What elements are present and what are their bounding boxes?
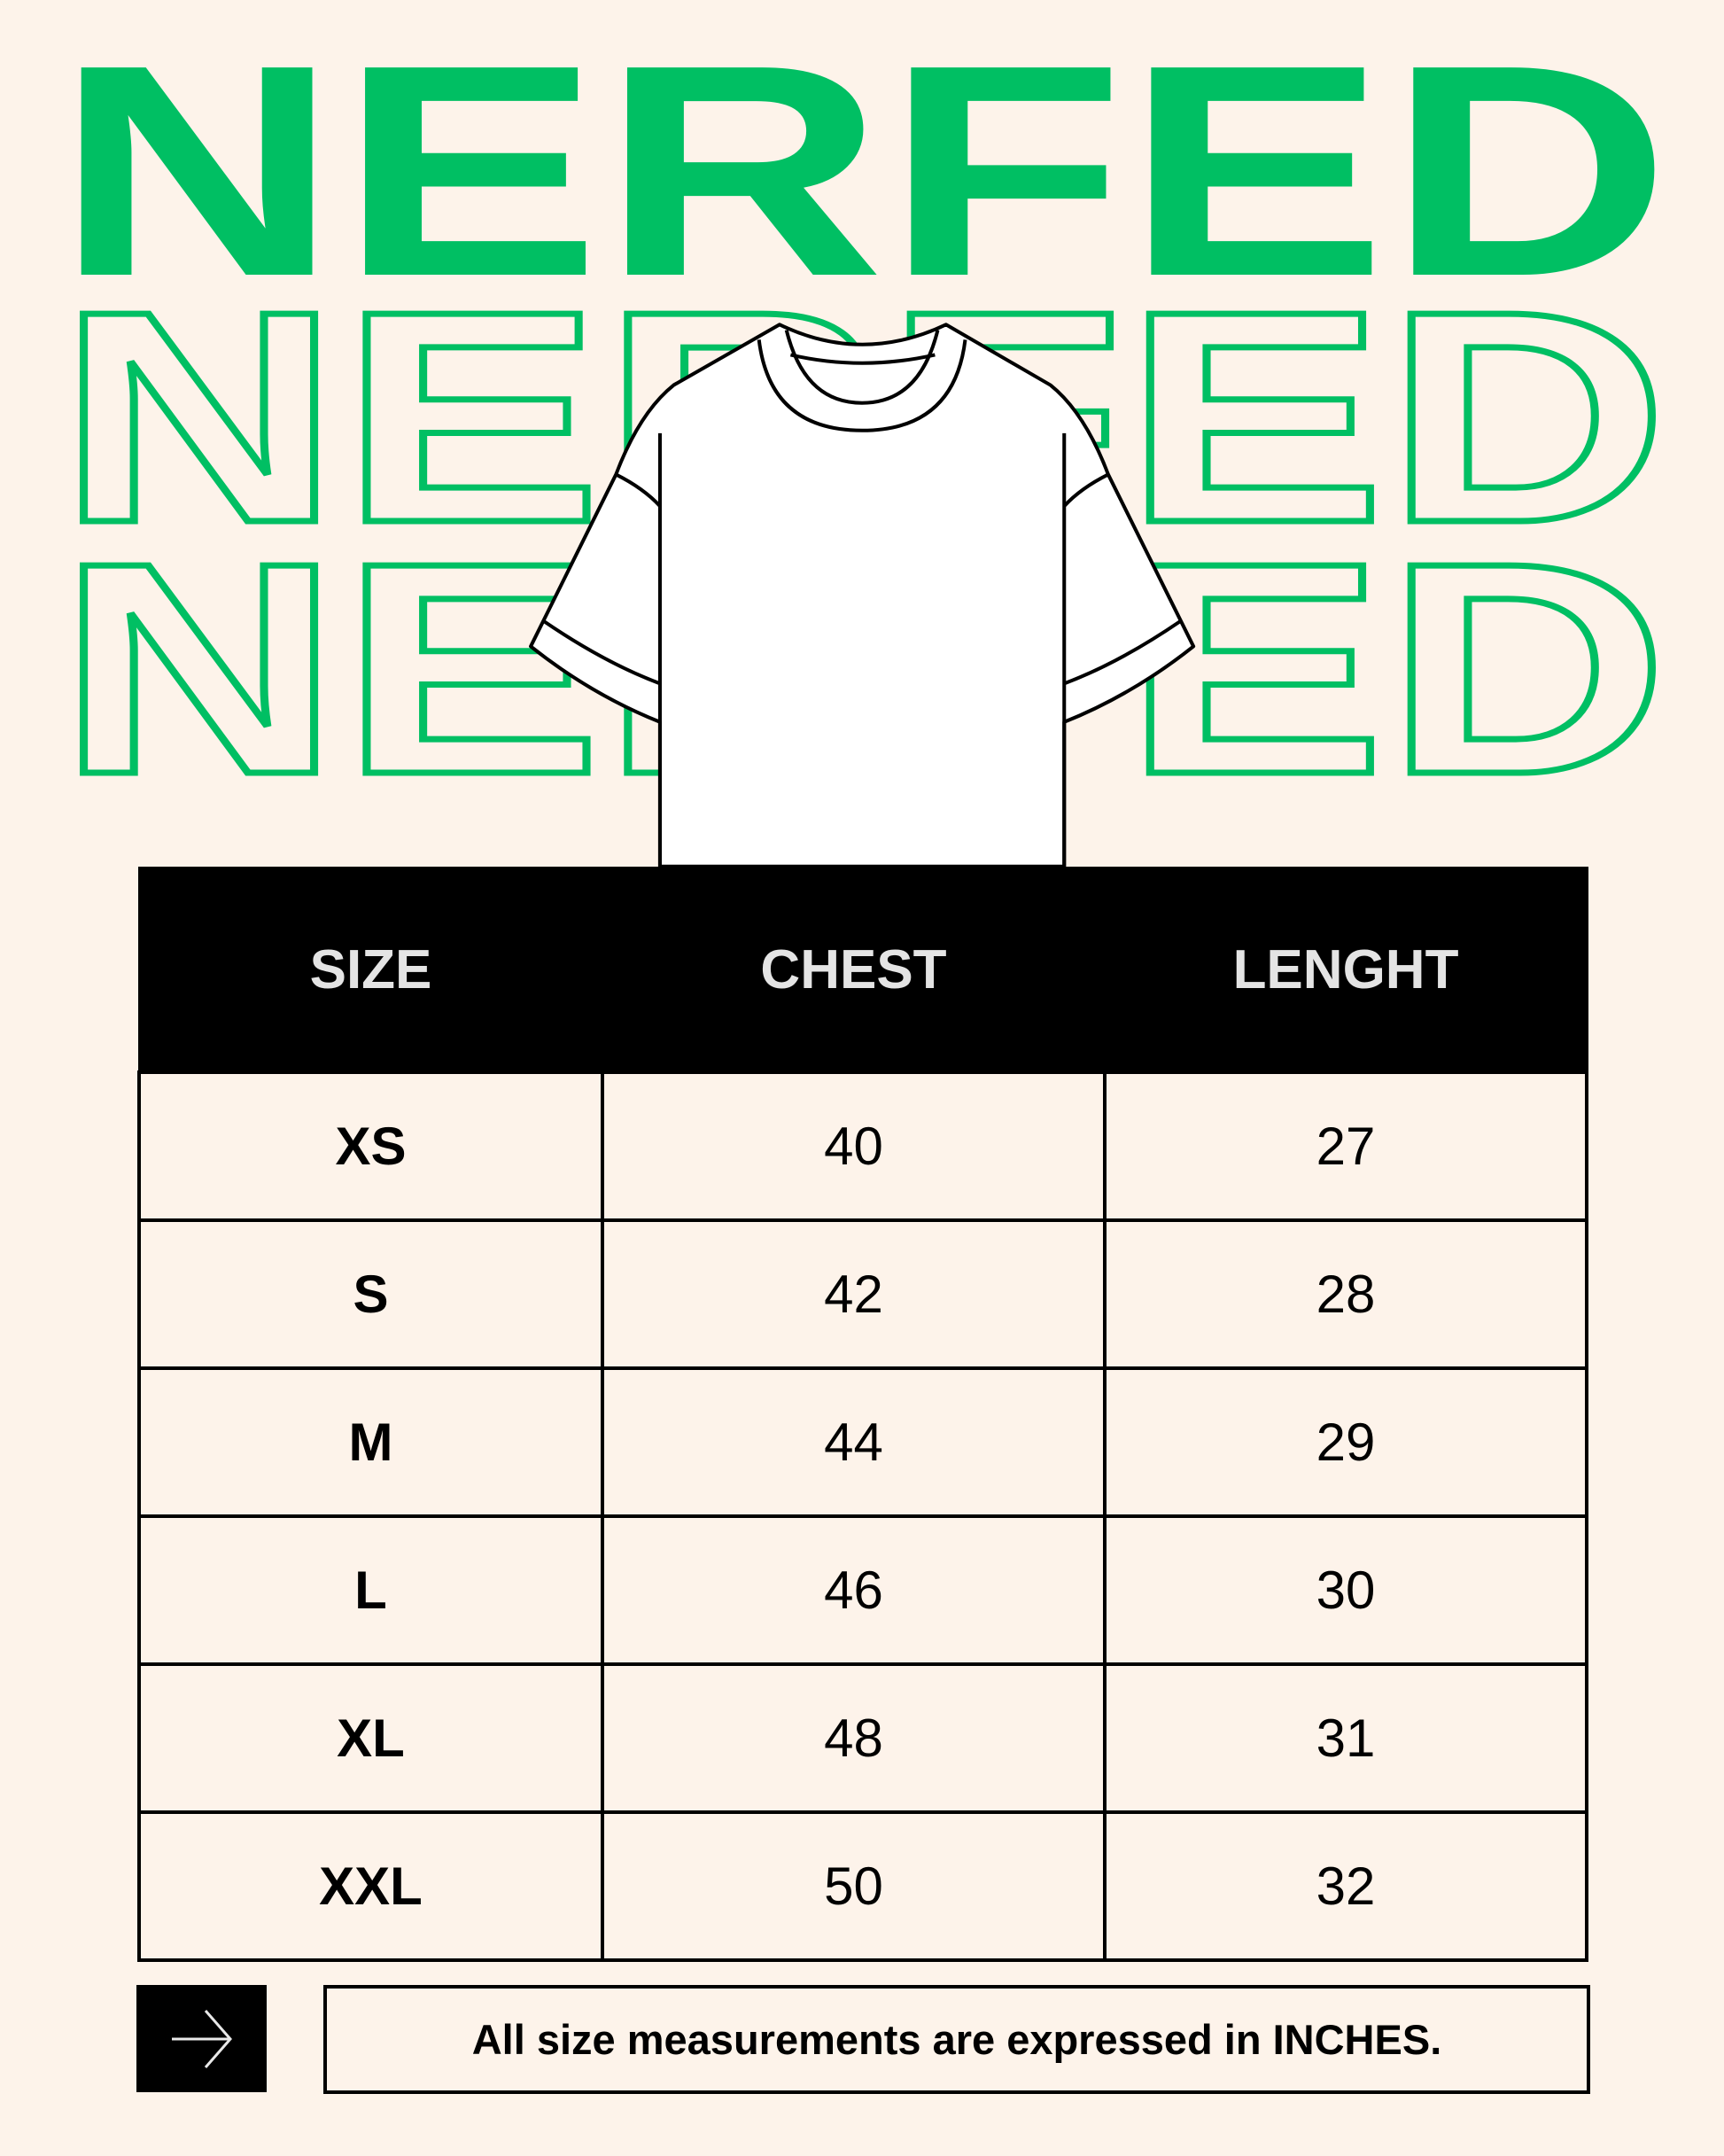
measurement-note: All size measurements are expressed in I… [323,1985,1590,2094]
cell-chest: 42 [601,1218,1107,1370]
cell-length: 28 [1103,1218,1588,1370]
cell-chest: 44 [601,1366,1107,1518]
size-chart-table: SIZE CHEST LENGHT XS 40 27 S 42 28 M 44 29 L 46… [137,867,1588,1962]
cell-length: 30 [1103,1514,1588,1666]
cell-size: M [137,1366,604,1518]
arrow-right-icon [171,2009,232,2068]
table-row: XL 48 31 [137,1662,1588,1814]
cell-length: 32 [1103,1810,1588,1962]
table-row: XXL 50 32 [137,1810,1588,1962]
cell-chest: 40 [601,1070,1107,1222]
cell-size: XS [137,1070,604,1222]
cell-chest: 46 [601,1514,1107,1666]
cell-length: 27 [1103,1070,1588,1222]
next-arrow-button[interactable] [136,1985,267,2092]
table-row: L 46 30 [137,1514,1588,1666]
cell-size: XL [137,1662,604,1814]
table-row: XS 40 27 [137,1070,1588,1222]
header-size: SIZE [137,867,604,1074]
tshirt-illustration [529,323,1196,868]
table-row: M 44 29 [137,1366,1588,1518]
cell-length: 31 [1103,1662,1588,1814]
cell-chest: 50 [601,1810,1107,1962]
header-chest: CHEST [601,867,1107,1074]
cell-size: S [137,1218,604,1370]
header-length: LENGHT [1103,867,1588,1074]
brand-logo-filled: NERFED [55,3,1671,339]
cell-length: 29 [1103,1366,1588,1518]
cell-size: XXL [137,1810,604,1962]
table-row: S 42 28 [137,1218,1588,1370]
table-header-row: SIZE CHEST LENGHT [137,867,1588,1074]
cell-size: L [137,1514,604,1666]
cell-chest: 48 [601,1662,1107,1814]
